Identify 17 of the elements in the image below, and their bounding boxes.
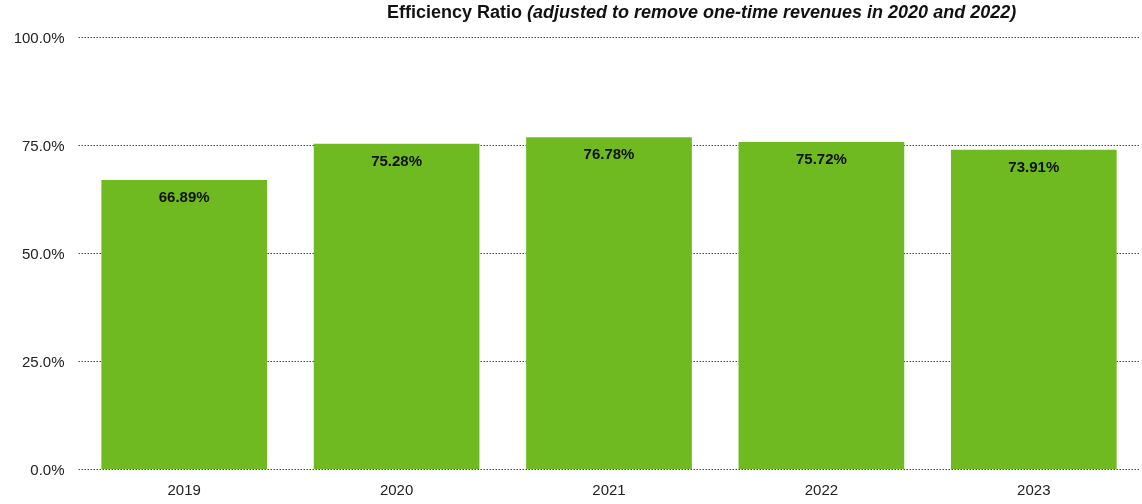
x-tick-label: 2023 <box>1017 480 1051 498</box>
data-label: 75.28% <box>371 151 423 169</box>
y-tick-label: 100.0% <box>13 28 65 46</box>
chart-title: Efficiency Ratio <box>386 2 522 22</box>
data-label: 73.91% <box>1008 157 1060 175</box>
y-tick-label: 50.0% <box>21 244 65 262</box>
x-tick-label: 2021 <box>592 480 626 498</box>
y-tick-label: 0.0% <box>30 460 65 478</box>
x-tick-label: 2020 <box>379 480 414 498</box>
data-label: 76.78% <box>583 145 635 163</box>
x-tick-label: 2022 <box>804 480 839 498</box>
chart-subtitle: (adjusted to remove one-time revenues in 2020 and 2022) <box>527 2 1017 22</box>
data-label: 66.89% <box>158 188 210 206</box>
y-tick-label: 25.0% <box>21 352 65 370</box>
y-tick-label: 75.0% <box>21 136 65 154</box>
x-tick-label: 2019 <box>167 480 201 498</box>
data-label: 75.72% <box>795 149 847 167</box>
